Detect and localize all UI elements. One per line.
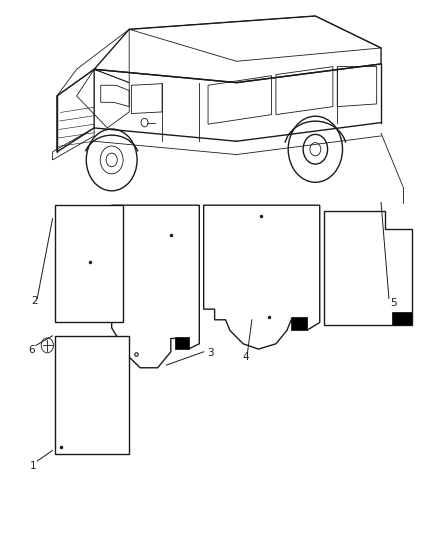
Text: 5: 5 bbox=[390, 298, 396, 308]
Polygon shape bbox=[175, 337, 189, 349]
Polygon shape bbox=[204, 205, 320, 349]
Polygon shape bbox=[55, 336, 129, 454]
Text: 3: 3 bbox=[207, 348, 213, 358]
Text: 4: 4 bbox=[243, 352, 250, 362]
Polygon shape bbox=[112, 205, 199, 368]
Text: 6: 6 bbox=[28, 345, 35, 354]
Text: 2: 2 bbox=[31, 296, 38, 306]
Polygon shape bbox=[324, 211, 412, 325]
Text: 1: 1 bbox=[29, 462, 36, 471]
Polygon shape bbox=[392, 312, 412, 325]
Polygon shape bbox=[291, 317, 307, 330]
Polygon shape bbox=[55, 205, 123, 322]
